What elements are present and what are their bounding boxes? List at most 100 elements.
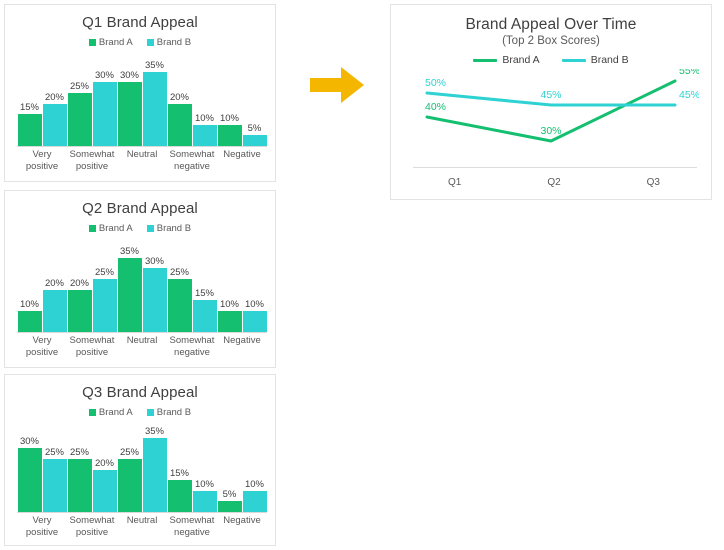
bar[interactable] xyxy=(167,480,192,512)
category-label: Somewhat positive xyxy=(69,149,115,172)
bar[interactable] xyxy=(117,257,142,332)
legend-label-brand-a: Brand A xyxy=(98,407,133,418)
bar-column: 25% xyxy=(117,427,142,512)
category-label: Very positive xyxy=(25,335,59,358)
bar[interactable] xyxy=(217,310,242,332)
bar-column: 10% xyxy=(242,427,267,512)
bar-value-label: 15% xyxy=(19,102,40,114)
legend-item-brand-b: Brand B xyxy=(146,223,191,234)
bar[interactable] xyxy=(92,469,117,512)
bar[interactable] xyxy=(242,490,267,512)
bar[interactable] xyxy=(17,310,42,332)
chart-panel-q2: Q2 Brand Appeal Brand A Brand B 10% 20% 20… xyxy=(4,190,276,368)
bar[interactable] xyxy=(67,92,92,146)
bar[interactable] xyxy=(142,268,167,332)
bar-column: 30% xyxy=(17,427,42,512)
bar[interactable] xyxy=(117,458,142,512)
line-plot: 40% 30% 55% 50% 45% 45% xyxy=(405,69,699,165)
bar-axis-line-q3 xyxy=(17,512,267,513)
line-category-labels: Q1 Q2 Q3 xyxy=(405,177,703,188)
bar-column: 25% xyxy=(67,427,92,512)
bar-column: 25% xyxy=(92,247,117,332)
category-labels-q3: Very positive Somewhat positive Neutral Somew… xyxy=(17,515,267,539)
bar[interactable] xyxy=(167,278,192,332)
bar[interactable] xyxy=(242,135,267,146)
bar-value-label: 25% xyxy=(44,446,65,458)
bar[interactable] xyxy=(42,103,67,146)
legend-label-brand-b: Brand B xyxy=(156,37,192,48)
bar-group: 35% 30% xyxy=(117,245,167,332)
bar-axis-line-q2 xyxy=(17,332,267,333)
bar[interactable] xyxy=(67,458,92,512)
bar[interactable] xyxy=(217,124,242,146)
bar-column: 10% xyxy=(217,61,242,146)
category-label: Somewhat positive xyxy=(69,335,115,358)
line-category-label: Q2 xyxy=(547,177,561,188)
bar-column: 25% xyxy=(42,427,67,512)
bar-value-label: 20% xyxy=(69,277,90,289)
category-label: Neutral xyxy=(126,515,158,526)
legend-label-brand-a: Brand A xyxy=(502,54,540,66)
bar-group: 30% 25% xyxy=(17,427,67,512)
bar-group: 15% 10% xyxy=(167,427,217,512)
category-label: Somewhat negative xyxy=(169,515,215,538)
category-label: Negative xyxy=(223,149,261,160)
bar[interactable] xyxy=(17,114,42,146)
bar[interactable] xyxy=(92,278,117,332)
bar-column: 30% xyxy=(117,61,142,146)
legend-swatch-brand-b xyxy=(146,39,154,46)
category-label: Negative xyxy=(223,515,261,526)
bar[interactable] xyxy=(242,310,267,332)
line-data-label: 50% xyxy=(425,77,446,89)
bar-groups-q3: 30% 25% 25% 20% 25% 35% 15% 10% 5% 10% xyxy=(17,426,267,512)
bar-column: 25% xyxy=(67,61,92,146)
bar[interactable] xyxy=(42,289,67,332)
chart-panel-q3: Q3 Brand Appeal Brand A Brand B 30% 25% 25… xyxy=(4,374,276,546)
bar-value-label: 35% xyxy=(144,59,165,71)
bar-value-label: 10% xyxy=(244,478,265,490)
line-category-label: Q1 xyxy=(447,177,462,188)
category-label: Very positive xyxy=(25,149,59,172)
category-label: Neutral xyxy=(126,335,158,346)
bar[interactable] xyxy=(142,71,167,146)
line-category-label: Q3 xyxy=(646,177,660,188)
line-series-brand-a[interactable] xyxy=(425,79,677,143)
bar-group: 15% 20% xyxy=(17,61,67,146)
bar[interactable] xyxy=(92,82,117,146)
bar[interactable] xyxy=(17,448,42,512)
bar[interactable] xyxy=(67,289,92,332)
bar-column: 5% xyxy=(217,427,242,512)
bar[interactable] xyxy=(192,490,217,512)
chart-title-q2: Q2 Brand Appeal xyxy=(82,200,198,217)
chart-title-q3: Q3 Brand Appeal xyxy=(82,384,198,401)
line-data-label: 55% xyxy=(679,69,699,77)
bar-column: 30% xyxy=(92,61,117,146)
bar-plot-q3: 30% 25% 25% 20% 25% 35% 15% 10% 5% 10% xyxy=(17,426,267,513)
bar-value-label: 10% xyxy=(244,298,265,310)
bar-groups-q1: 15% 20% 25% 30% 30% 35% 20% 10% 10% 5% xyxy=(17,59,267,146)
line-series-brand-b[interactable] xyxy=(425,91,677,107)
bar-value-label: 25% xyxy=(94,266,115,278)
bar[interactable] xyxy=(117,82,142,146)
bar[interactable] xyxy=(192,300,217,332)
bar[interactable] xyxy=(42,458,67,512)
category-labels-q1: Very positive Somewhat positive Neutral Somew… xyxy=(17,149,267,173)
bar-group: 10% 20% xyxy=(17,247,67,332)
bar-value-label: 35% xyxy=(119,245,140,257)
category-label: Neutral xyxy=(126,149,158,160)
bar-column: 25% xyxy=(167,247,192,332)
bar-column: 15% xyxy=(192,247,217,332)
bar[interactable] xyxy=(192,124,217,146)
legend-item-brand-b: Brand B xyxy=(561,54,629,66)
bar-value-label: 30% xyxy=(94,70,115,82)
bar[interactable] xyxy=(167,103,192,146)
right-arrow-icon xyxy=(310,67,364,103)
bar[interactable] xyxy=(217,501,242,512)
bar-column: 35% xyxy=(117,245,142,332)
bar-group: 25% 35% xyxy=(117,426,167,512)
bar[interactable] xyxy=(142,437,167,512)
legend-label-brand-a: Brand A xyxy=(98,37,133,48)
legend-label-brand-b: Brand B xyxy=(590,54,629,66)
bar-column: 35% xyxy=(142,426,167,512)
bar-plot-q2: 10% 20% 20% 25% 35% 30% 25% 15% 10% 10% xyxy=(17,245,267,333)
